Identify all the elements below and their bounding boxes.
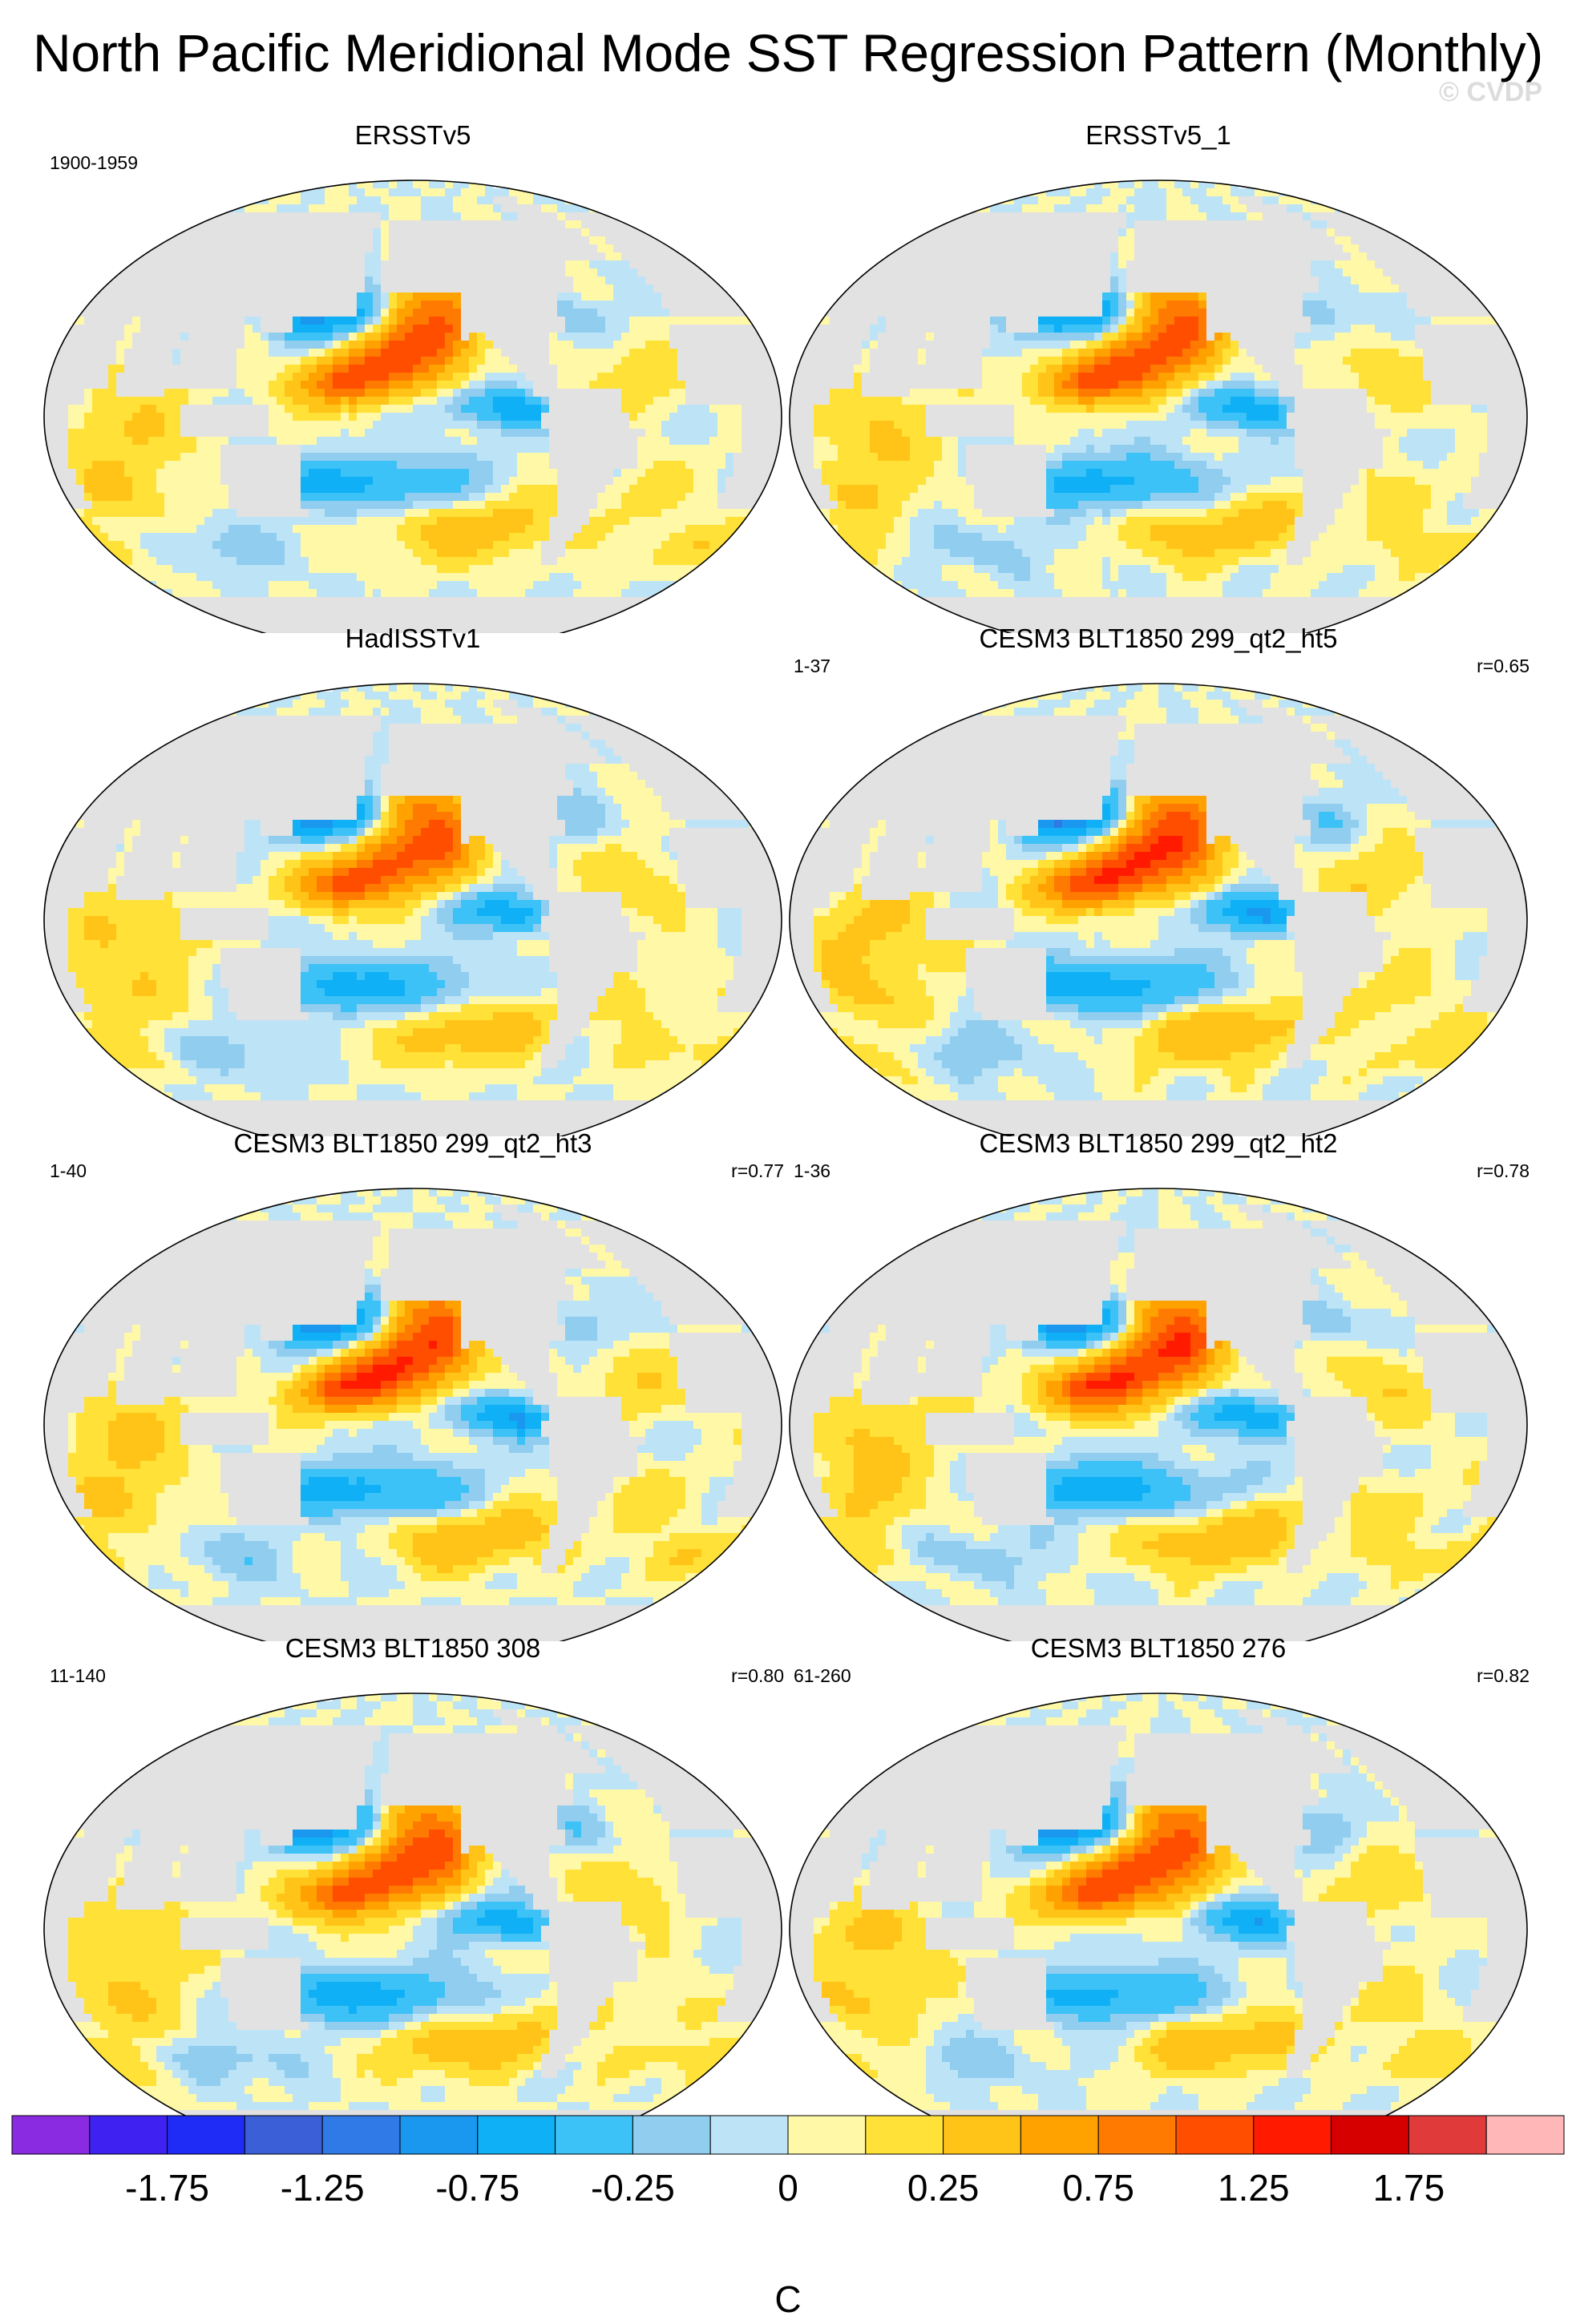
sst-field bbox=[44, 1188, 782, 1641]
map-border bbox=[789, 180, 1528, 633]
panel-correlation: r=0.65 bbox=[1477, 656, 1530, 677]
colorbar-tick-label: 0.25 bbox=[907, 2167, 980, 2209]
world-map bbox=[789, 1188, 1528, 1641]
panel-title: CESM3 BLT1850 299_qt2_ht2 bbox=[786, 1128, 1531, 1159]
map-border bbox=[43, 180, 782, 633]
map-border bbox=[789, 683, 1528, 1136]
panel-title: HadISSTv1 bbox=[40, 623, 786, 654]
map-panel: CESM3 BLT1850 308 11-140 r=0.80 bbox=[40, 1633, 786, 2146]
world-map bbox=[43, 1188, 782, 1641]
map-panel: HadISSTv1 bbox=[40, 623, 786, 1136]
colorbar-tick-label: -1.75 bbox=[125, 2167, 209, 2209]
panel-period: 1-37 bbox=[794, 656, 830, 677]
map-panel: CESM3 BLT1850 299_qt2_ht2 1-36 r=0.78 bbox=[786, 1128, 1531, 1641]
colorbar-tick-label: 0.75 bbox=[1062, 2167, 1134, 2209]
colorbar-tick-label: -1.25 bbox=[281, 2167, 365, 2209]
colorbar-unit: C bbox=[0, 2278, 1576, 2321]
colorbar-tick-label: 1.25 bbox=[1218, 2167, 1290, 2209]
panel-title: CESM3 BLT1850 308 bbox=[40, 1633, 786, 1664]
page-title: North Pacific Meridional Mode SST Regres… bbox=[0, 22, 1576, 83]
world-map bbox=[43, 1693, 782, 2146]
colorbar-tick-label: -0.75 bbox=[435, 2167, 519, 2209]
world-map bbox=[789, 180, 1528, 633]
colorbar-tick-label: 0 bbox=[778, 2167, 798, 2209]
panel-title: ERSSTv5_1 bbox=[786, 120, 1531, 151]
colorbar-tick-label: -0.25 bbox=[591, 2167, 675, 2209]
map-panel: CESM3 BLT1850 299_qt2_ht5 1-37 r=0.65 bbox=[786, 623, 1531, 1136]
world-map bbox=[789, 1693, 1528, 2146]
world-map bbox=[789, 683, 1528, 1136]
map-border bbox=[43, 683, 782, 1136]
map-panel: CESM3 BLT1850 276 61-260 r=0.82 bbox=[786, 1633, 1531, 2146]
map-panel: ERSSTv5_1 bbox=[786, 120, 1531, 633]
map-border bbox=[43, 1188, 782, 1641]
panel-correlation: r=0.78 bbox=[1477, 1160, 1530, 1182]
panel-title: CESM3 BLT1850 299_qt2_ht3 bbox=[40, 1128, 786, 1159]
world-map bbox=[43, 180, 782, 633]
panel-period: 61-260 bbox=[794, 1665, 851, 1687]
map-border bbox=[789, 1693, 1528, 2146]
map-border bbox=[43, 1693, 782, 2146]
cvdp-watermark: © CVDP bbox=[1439, 77, 1542, 108]
panel-correlation: r=0.77 bbox=[731, 1160, 784, 1182]
map-panel: ERSSTv5 1900-1959 bbox=[40, 120, 786, 633]
panel-period: 1-40 bbox=[50, 1160, 87, 1182]
sst-field bbox=[44, 1693, 782, 2146]
panel-period: 11-140 bbox=[50, 1665, 106, 1687]
panel-title: CESM3 BLT1850 299_qt2_ht5 bbox=[786, 623, 1531, 654]
map-border bbox=[789, 1188, 1528, 1641]
panel-correlation: r=0.80 bbox=[731, 1665, 784, 1687]
map-panel: CESM3 BLT1850 299_qt2_ht3 1-40 r=0.77 bbox=[40, 1128, 786, 1641]
panel-period: 1900-1959 bbox=[50, 152, 138, 174]
panel-title: CESM3 BLT1850 276 bbox=[786, 1633, 1531, 1664]
panel-title: ERSSTv5 bbox=[40, 120, 786, 151]
sst-field bbox=[790, 180, 1527, 633]
colorbar-tick-label: 1.75 bbox=[1373, 2167, 1445, 2209]
sst-field bbox=[790, 1188, 1527, 1641]
panel-correlation: r=0.82 bbox=[1477, 1665, 1530, 1687]
world-map bbox=[43, 683, 782, 1136]
panel-period: 1-36 bbox=[794, 1160, 830, 1182]
